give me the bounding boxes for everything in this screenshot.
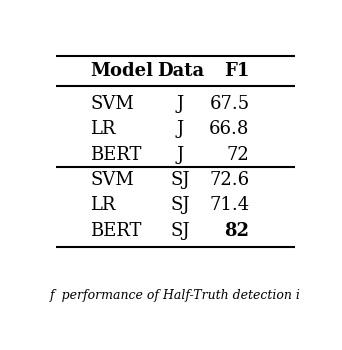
Text: 66.8: 66.8: [209, 120, 249, 138]
Text: SJ: SJ: [171, 196, 190, 215]
Text: LR: LR: [90, 196, 116, 215]
Text: 72.6: 72.6: [209, 171, 249, 189]
Text: 71.4: 71.4: [209, 196, 249, 215]
Text: J: J: [177, 120, 184, 138]
Text: J: J: [177, 146, 184, 164]
Text: LR: LR: [90, 120, 116, 138]
Text: BERT: BERT: [90, 146, 142, 164]
Text: f  performance of Half-Truth detection i: f performance of Half-Truth detection i: [50, 289, 301, 302]
Text: 72: 72: [227, 146, 249, 164]
Text: J: J: [177, 95, 184, 113]
Text: Model: Model: [90, 62, 154, 80]
Text: SVM: SVM: [90, 171, 134, 189]
Text: 67.5: 67.5: [209, 95, 249, 113]
Text: F1: F1: [224, 62, 249, 80]
Text: Data: Data: [157, 62, 204, 80]
Text: BERT: BERT: [90, 222, 142, 240]
Text: SJ: SJ: [171, 171, 190, 189]
Text: 82: 82: [224, 222, 249, 240]
Text: SVM: SVM: [90, 95, 134, 113]
Text: SJ: SJ: [171, 222, 190, 240]
